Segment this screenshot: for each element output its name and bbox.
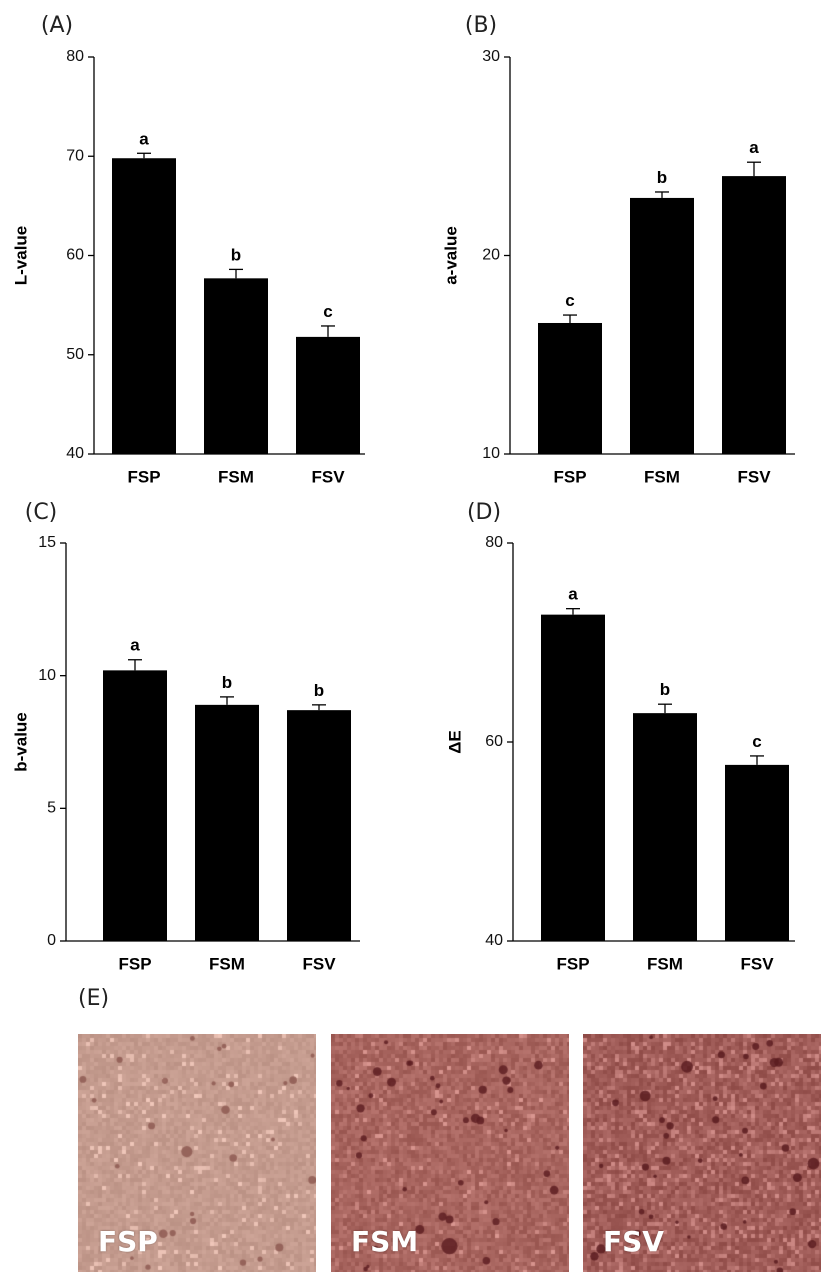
panel-label: (B) bbox=[465, 13, 497, 38]
significance-letter: b bbox=[657, 168, 667, 187]
photo-fsp-caption: FSP bbox=[98, 1225, 158, 1258]
y-tick-label: 60 bbox=[485, 733, 503, 750]
significance-letter: b bbox=[660, 680, 670, 699]
chart-panel-4: (D) 40 60 80 ΔE a FSP b FSM c FSV bbox=[445, 500, 795, 973]
category-label: FSM bbox=[209, 954, 245, 973]
chart-panel-2: (B) 10 20 30 a-value c FSP b FSM a FSV bbox=[441, 13, 795, 486]
y-tick-label: 60 bbox=[66, 247, 84, 264]
photo-fsv-texture bbox=[583, 1034, 821, 1272]
photo-fsp: FSP bbox=[78, 1034, 316, 1272]
bar-charts: (A)4050607080L-valueaFSPbFSMcFSV(B)10203… bbox=[11, 13, 795, 973]
photo-fsm-texture bbox=[331, 1034, 569, 1272]
y-tick-label: 50 bbox=[66, 346, 84, 363]
y-axis-title: ΔE bbox=[445, 730, 464, 754]
y-tick-label: 70 bbox=[66, 147, 84, 164]
category-label: FSV bbox=[311, 467, 345, 486]
y-tick-label: 5 bbox=[47, 800, 56, 817]
photo-fsp-texture bbox=[78, 1034, 316, 1272]
bar-fsm bbox=[633, 713, 697, 941]
bar-fsm bbox=[195, 704, 259, 941]
panel-label: (A) bbox=[41, 13, 73, 38]
panel-label: (D) bbox=[467, 500, 501, 525]
y-tick-label: 80 bbox=[485, 534, 503, 551]
category-label: FSP bbox=[553, 467, 586, 486]
category-label: FSP bbox=[556, 954, 589, 973]
y-tick-label: 15 bbox=[38, 534, 56, 551]
bar-fsp bbox=[103, 670, 167, 941]
chart-panel-3: (C) 0 5 10 15 b-value a FSP b FSM b FSV bbox=[11, 500, 360, 973]
panel-e-label: (E) bbox=[78, 986, 110, 1011]
y-tick-label: 40 bbox=[66, 445, 84, 462]
bar-fsp bbox=[112, 158, 176, 455]
significance-letter: a bbox=[749, 138, 759, 157]
photo-fsm: FSM bbox=[331, 1034, 569, 1272]
chart-panel-1: (A) 40 50 60 70 80 L-value a FSP b FSM c FSV bbox=[11, 13, 365, 486]
category-label: FSV bbox=[302, 954, 336, 973]
bar-fsv bbox=[287, 710, 351, 941]
significance-letter: a bbox=[568, 585, 578, 604]
bar-fsm bbox=[204, 278, 268, 454]
y-tick-label: 10 bbox=[38, 667, 56, 684]
photo-fsv-caption: FSV bbox=[603, 1225, 664, 1258]
category-label: FSV bbox=[737, 467, 771, 486]
y-axis-title: b-value bbox=[11, 712, 30, 772]
photo-fsv: FSV bbox=[583, 1034, 821, 1272]
y-tick-label: 0 bbox=[47, 932, 56, 949]
y-tick-label: 20 bbox=[482, 247, 500, 264]
y-tick-label: 80 bbox=[66, 48, 84, 65]
panel-label: (C) bbox=[25, 500, 58, 525]
y-tick-label: 40 bbox=[485, 932, 503, 949]
category-label: FSP bbox=[118, 954, 151, 973]
bar-fsp bbox=[541, 614, 605, 941]
significance-letter: b bbox=[222, 673, 232, 692]
y-tick-label: 10 bbox=[482, 445, 500, 462]
bar-fsp bbox=[538, 322, 602, 454]
significance-letter: b bbox=[314, 681, 324, 700]
significance-letter: c bbox=[752, 732, 761, 751]
bar-fsv bbox=[296, 336, 360, 454]
significance-letter: b bbox=[231, 245, 241, 264]
y-axis-title: a-value bbox=[441, 226, 460, 285]
significance-letter: a bbox=[130, 636, 140, 655]
y-tick-label: 30 bbox=[482, 48, 500, 65]
category-label: FSM bbox=[218, 467, 254, 486]
category-label: FSP bbox=[127, 467, 160, 486]
category-label: FSM bbox=[644, 467, 680, 486]
bar-fsv bbox=[725, 764, 789, 941]
significance-letter: c bbox=[323, 302, 332, 321]
photo-fsm-caption: FSM bbox=[351, 1225, 419, 1258]
y-axis-title: L-value bbox=[11, 226, 30, 286]
category-label: FSM bbox=[647, 954, 683, 973]
bar-fsm bbox=[630, 197, 694, 454]
bar-fsv bbox=[722, 176, 786, 454]
category-label: FSV bbox=[740, 954, 774, 973]
significance-letter: c bbox=[565, 291, 574, 310]
significance-letter: a bbox=[139, 129, 149, 148]
